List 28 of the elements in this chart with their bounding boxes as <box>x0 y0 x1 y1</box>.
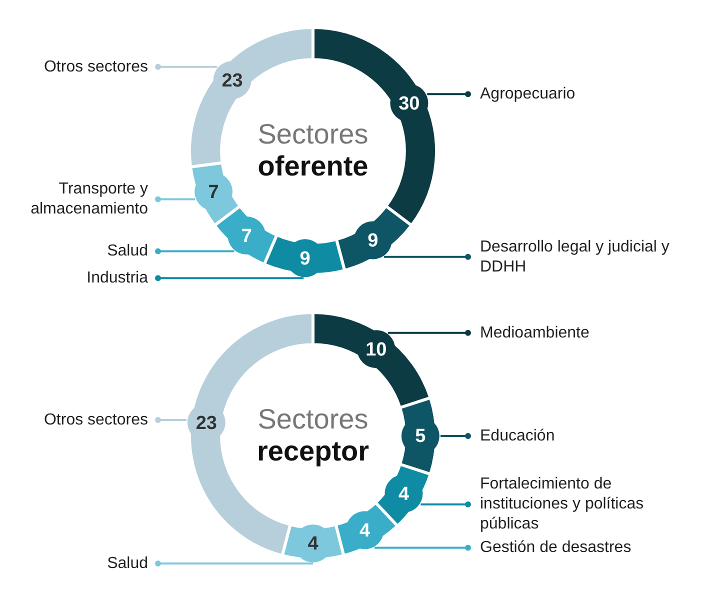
data-label: 23 <box>196 412 217 434</box>
data-label: 10 <box>366 339 387 360</box>
data-label: 9 <box>368 230 378 252</box>
text: Sectores <box>258 118 368 150</box>
data-label: 4 <box>308 534 319 555</box>
text: receptor <box>256 436 370 467</box>
legend-label: Salud <box>107 242 148 260</box>
data-label: 5 <box>415 426 426 448</box>
data-label: 4 <box>359 520 370 542</box>
slice-label: Desarrollo legal y judicial y DDHH <box>480 238 670 276</box>
slice-label: Salud <box>107 554 148 572</box>
text: oferente <box>258 150 368 182</box>
text: Sectores <box>258 404 368 435</box>
legend-label: Industria <box>86 270 148 287</box>
legend-label: Medioambiente <box>480 324 590 342</box>
slice-label: Agropecuario <box>480 86 576 103</box>
data-label: 7 <box>208 182 219 203</box>
data-label: 30 <box>398 93 420 114</box>
data-label: 23 <box>222 70 243 92</box>
legend-label: Otros sectores <box>44 58 148 76</box>
legend-label: Fortalecimiento de instituciones y políticas públicas <box>480 476 644 533</box>
slice-label: Otros sectores <box>44 411 148 428</box>
data-label: 7 <box>241 226 252 247</box>
data-label: 4 <box>398 484 410 505</box>
legend-label: Educación <box>480 427 555 444</box>
legend-label: Gestión de desastres <box>480 539 632 556</box>
legend-label: Transporte y almacenamiento <box>30 180 148 218</box>
data-label: 9 <box>300 248 310 270</box>
